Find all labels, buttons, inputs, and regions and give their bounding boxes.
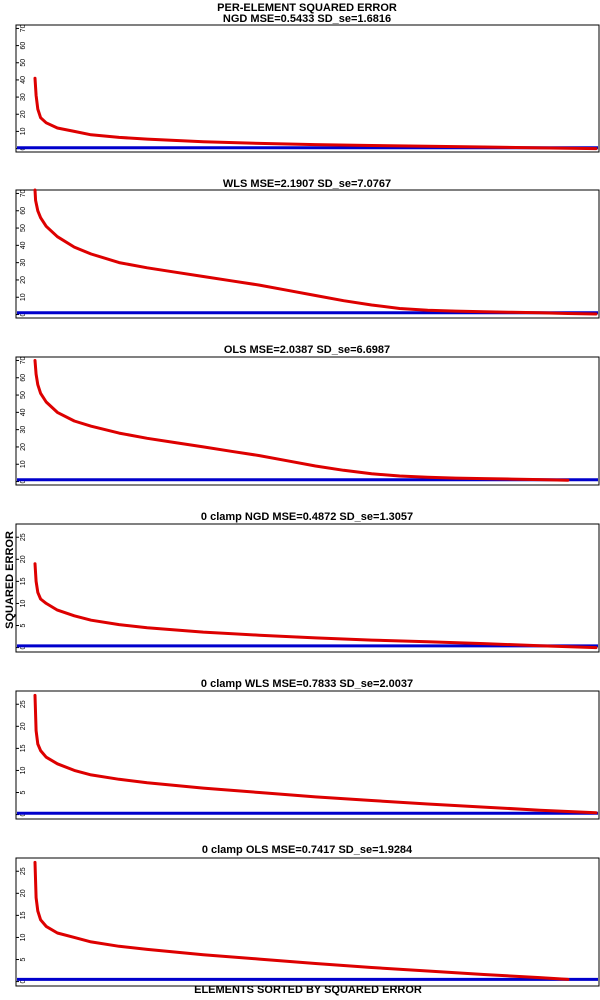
y-tick-label: 20: [20, 555, 27, 563]
y-tick-label: 10: [20, 599, 27, 607]
y-tick-label: 70: [20, 189, 27, 197]
y-tick-label: 25: [20, 533, 27, 541]
y-tick-label: 30: [20, 426, 27, 434]
y-tick-label: 40: [20, 408, 27, 416]
y-tick-label: 50: [20, 224, 27, 232]
y-tick-label: 20: [20, 110, 27, 118]
panel-title: WLS MSE=2.1907 SD_se=7.0767: [223, 178, 391, 190]
y-tick-label: 30: [20, 93, 27, 101]
plot-frame: [15, 857, 600, 987]
squared-error-curve: [33, 76, 598, 151]
squared-error-curve: [33, 562, 598, 650]
panels-group: NGD MSE=0.5433 SD_se=1.68160102030405060…: [15, 13, 600, 987]
y-tick-label: 5: [20, 623, 27, 627]
y-tick-label: 30: [20, 259, 27, 267]
y-tick-label: 0: [20, 312, 27, 316]
y-tick-label: 20: [20, 722, 27, 730]
plot-frame: [15, 24, 600, 153]
y-tick-label: 0: [20, 646, 27, 650]
y-tick-label: 20: [20, 276, 27, 284]
y-tick-label: 20: [20, 889, 27, 897]
y-tick-label: 15: [20, 577, 27, 585]
y-tick-label: 40: [20, 241, 27, 249]
panel-title: NGD MSE=0.5433 SD_se=1.6816: [223, 13, 391, 25]
squared-error-curve: [33, 188, 598, 316]
figure-title: PER-ELEMENT SQUARED ERROR: [217, 2, 397, 14]
y-tick-label: 70: [20, 356, 27, 364]
y-tick-label: 0: [20, 479, 27, 483]
y-tick-label: 10: [20, 933, 27, 941]
chart-panel-4: 0 clamp NGD MSE=0.4872 SD_se=1.3057 0 5 10 1…: [15, 511, 600, 653]
y-tick-label: 10: [20, 293, 27, 301]
squared-error-curve: [33, 359, 570, 482]
y-tick-label: 0: [20, 980, 27, 984]
y-tick-label: 60: [20, 207, 27, 215]
y-tick-label: 10: [20, 460, 27, 468]
squared-error-curve: [33, 860, 570, 981]
y-tick-label: 40: [20, 76, 27, 84]
panel-title: OLS MSE=2.0387 SD_se=6.6987: [224, 344, 390, 356]
panel-title: 0 clamp WLS MSE=0.7833 SD_se=2.0037: [201, 678, 413, 690]
y-tick-label: 25: [20, 700, 27, 708]
chart-panel-5: 0 clamp WLS MSE=0.7833 SD_se=2.003705101…: [15, 678, 600, 820]
chart-panel-2: WLS MSE=2.1907 SD_se=7.0767 0 10 20 30 40 50 60…: [15, 178, 600, 319]
x-axis-label: ELEMENTS SORTED BY SQUARED ERROR: [194, 984, 422, 996]
y-tick-label: 15: [20, 911, 27, 919]
chart-panel-1: NGD MSE=0.5433 SD_se=1.68160102030405060…: [15, 13, 600, 153]
y-tick-label: 5: [20, 790, 27, 794]
plot-frame: [15, 690, 600, 820]
plot-frame: [15, 189, 600, 319]
plot-frame: [15, 356, 600, 486]
chart-panel-3: OLS MSE=2.0387 SD_se=6.6987 0 10 20 30 40 50 60…: [15, 344, 600, 486]
y-axis-label: SQUARED ERROR: [4, 531, 16, 629]
y-tick-label: 70: [20, 24, 27, 32]
y-tick-label: 5: [20, 957, 27, 961]
y-tick-label: 60: [20, 374, 27, 382]
y-tick-label: 15: [20, 744, 27, 752]
y-tick-label: 60: [20, 42, 27, 50]
y-tick-label: 20: [20, 443, 27, 451]
y-tick-label: 10: [20, 766, 27, 774]
panel-title: 0 clamp OLS MSE=0.7417 SD_se=1.9284: [202, 844, 413, 856]
squared-error-curve: [33, 693, 598, 815]
y-tick-label: 10: [20, 127, 27, 135]
chart-panel-6: 0 clamp OLS MSE=0.7417 SD_se=1.9284 0 5 10 1…: [15, 844, 600, 987]
y-tick-label: 25: [20, 867, 27, 875]
y-tick-label: 50: [20, 59, 27, 67]
plot-frame: [15, 523, 600, 653]
panel-title: 0 clamp NGD MSE=0.4872 SD_se=1.3057: [201, 511, 413, 523]
y-tick-label: 50: [20, 391, 27, 399]
